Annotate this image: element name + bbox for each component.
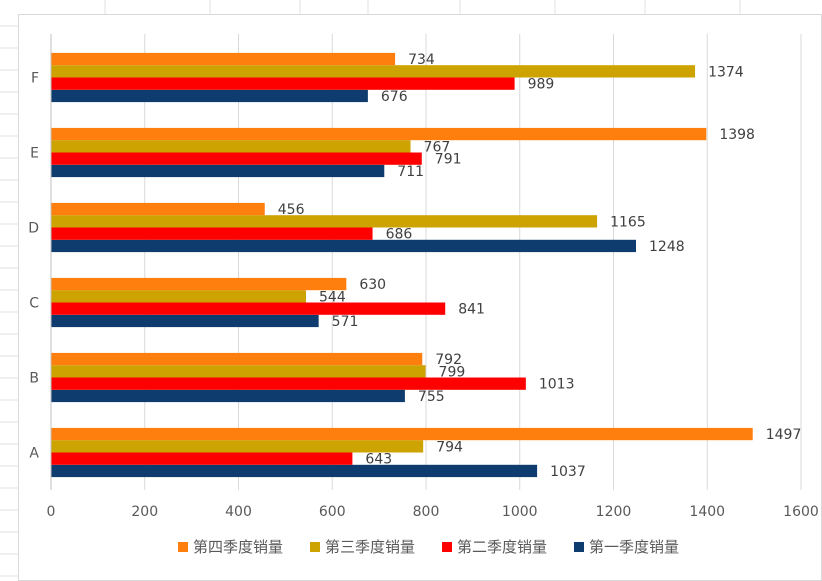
bars xyxy=(51,52,753,478)
data-label: 767 xyxy=(424,139,451,155)
bar[interactable] xyxy=(51,239,636,253)
legend-swatch xyxy=(442,542,452,552)
bar[interactable] xyxy=(51,389,405,403)
bar[interactable] xyxy=(51,164,385,178)
data-label: 571 xyxy=(332,314,359,330)
x-tick-label: 1400 xyxy=(689,504,725,520)
data-label: 1165 xyxy=(610,214,646,230)
x-tick-label: 600 xyxy=(319,504,346,520)
data-label: 1037 xyxy=(550,464,586,480)
data-label: 456 xyxy=(278,202,305,218)
data-label: 643 xyxy=(365,452,392,468)
bar[interactable] xyxy=(51,152,422,165)
category-label: A xyxy=(29,446,39,462)
category-label: B xyxy=(29,371,39,387)
bar[interactable] xyxy=(51,227,373,240)
bar[interactable] xyxy=(51,52,396,66)
bar[interactable] xyxy=(51,215,598,228)
bar[interactable] xyxy=(51,277,347,291)
data-label: 755 xyxy=(418,389,445,405)
x-tick-label: 200 xyxy=(131,504,158,520)
legend-label: 第四季度销量 xyxy=(193,538,283,556)
bar[interactable] xyxy=(51,140,411,153)
bar[interactable] xyxy=(51,352,423,366)
data-label: 799 xyxy=(439,364,466,380)
data-label: 686 xyxy=(386,227,413,243)
legend-label: 第一季度销量 xyxy=(589,538,679,556)
bar[interactable] xyxy=(51,464,538,478)
legend-label: 第三季度销量 xyxy=(325,538,415,556)
x-tick-label: 1200 xyxy=(596,504,632,520)
data-label: 1248 xyxy=(649,239,685,255)
data-label: 989 xyxy=(528,77,555,93)
legend-swatch xyxy=(574,542,584,552)
data-label: 1013 xyxy=(539,377,575,393)
legend-swatch xyxy=(178,542,188,552)
gridlines xyxy=(144,34,802,490)
category-label: F xyxy=(31,71,39,87)
data-label: 544 xyxy=(319,289,346,305)
data-label: 791 xyxy=(435,152,462,168)
data-label: 630 xyxy=(359,277,386,293)
x-tick-label: 1000 xyxy=(502,504,538,520)
category-label: C xyxy=(29,296,39,312)
data-label: 841 xyxy=(458,302,485,318)
bar[interactable] xyxy=(51,314,319,328)
legend-swatch xyxy=(310,542,320,552)
bar[interactable] xyxy=(51,302,446,315)
bar[interactable] xyxy=(51,89,368,103)
data-label: 1497 xyxy=(766,427,802,443)
axes: 0 200 400 600 800 1000 1200 1400 1600 A B C D E F xyxy=(28,34,819,520)
bar[interactable] xyxy=(51,290,306,303)
data-label: 711 xyxy=(397,164,424,180)
x-tick-label: 1600 xyxy=(783,504,819,520)
bar[interactable] xyxy=(51,440,424,453)
bar[interactable] xyxy=(51,427,753,441)
data-label: 676 xyxy=(381,89,408,105)
legend: 第四季度销量 第三季度销量 第二季度销量 第一季度销量 xyxy=(178,538,679,556)
x-tick-label: 800 xyxy=(413,504,440,520)
bar[interactable] xyxy=(51,452,353,465)
bar[interactable] xyxy=(51,365,426,378)
data-label: 794 xyxy=(436,439,463,455)
data-label: 1398 xyxy=(719,127,755,143)
bar[interactable] xyxy=(51,77,515,90)
legend-label: 第二季度销量 xyxy=(457,538,547,556)
bar[interactable] xyxy=(51,127,707,141)
bar[interactable] xyxy=(51,377,526,390)
x-tick-label: 400 xyxy=(225,504,252,520)
data-label: 734 xyxy=(408,52,435,68)
category-label: D xyxy=(28,221,39,237)
data-label: 792 xyxy=(435,352,462,368)
x-tick-label: 0 xyxy=(47,504,56,520)
data-label: 1374 xyxy=(708,64,744,80)
category-label: E xyxy=(30,146,39,162)
bar[interactable] xyxy=(51,202,265,216)
bar[interactable] xyxy=(51,65,696,78)
